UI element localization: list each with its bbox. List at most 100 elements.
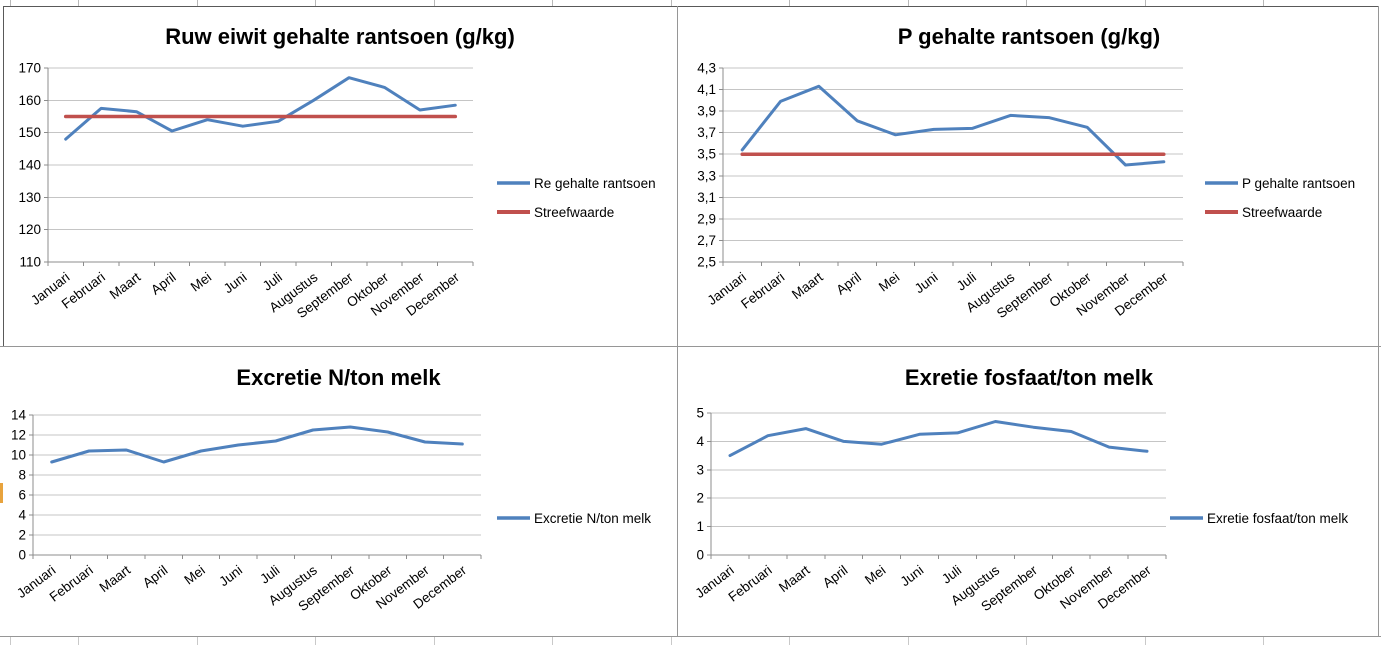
cell-column-line	[1263, 0, 1264, 6]
x-axis-label: Juli	[260, 269, 285, 293]
x-axis-label: April	[140, 562, 171, 590]
panel-border-bottom	[0, 636, 1381, 637]
cell-column-line	[315, 637, 316, 645]
y-axis-label: 3,7	[697, 125, 716, 140]
y-axis-label: 4	[18, 508, 26, 523]
x-axis-label: Maart	[107, 269, 144, 302]
y-axis-label: 4,3	[697, 61, 716, 76]
series-line-exretie-fosfaat[interactable]	[728, 420, 1149, 458]
x-axis-label: Juni	[221, 269, 250, 296]
chart-title: Excretie N/ton melk	[236, 365, 441, 390]
cell-column-line	[78, 0, 79, 6]
y-axis-label: 130	[18, 190, 41, 205]
y-axis-label: 2,7	[697, 233, 716, 248]
cell-column-line	[1263, 637, 1264, 645]
cell-column-line	[315, 0, 316, 6]
legend-label: P gehalte rantsoen	[1242, 176, 1355, 191]
cell-column-line	[10, 0, 11, 6]
x-axis-label: Maart	[789, 269, 826, 302]
y-axis-label: 3	[696, 462, 704, 477]
chart-p-gehalte: P gehalte rantsoen (g/kg) 2,5 2,7 2,9 3,1 3,3…	[697, 24, 1355, 321]
legend-label: Excretie N/ton melk	[534, 511, 651, 526]
y-axis-label: 2	[18, 528, 26, 543]
panel-border-right	[1378, 6, 1379, 636]
x-axis-label: April	[820, 562, 851, 590]
cell-column-line	[907, 0, 909, 6]
cell-column-line	[433, 637, 435, 645]
cell-column-line	[670, 637, 672, 645]
y-axis-label: 5	[696, 406, 704, 421]
row-accent-marker	[0, 483, 3, 503]
cell-column-line	[789, 637, 790, 645]
cell-column-line	[1026, 637, 1027, 645]
y-axis-label: 1	[696, 519, 704, 534]
y-axis-label: 2,9	[697, 211, 716, 226]
cell-column-line	[789, 0, 790, 6]
x-axis-label: Juli	[257, 562, 282, 586]
x-axis-label: Juni	[216, 562, 245, 589]
y-axis-label: 0	[696, 548, 704, 563]
x-axis-label: Juli	[954, 269, 979, 293]
panel-border-center-vertical	[677, 6, 678, 636]
x-axis-label: Februari	[725, 562, 774, 604]
x-axis-label: Maart	[776, 562, 813, 595]
y-axis-label: 0	[18, 548, 26, 563]
y-axis-label: 150	[18, 125, 41, 140]
cell-column-line	[78, 637, 79, 645]
legend-label: Streefwaarde	[1242, 205, 1322, 220]
x-axis-label: April	[833, 269, 864, 297]
x-axis-label: Maart	[97, 562, 134, 595]
y-axis-label: 3,5	[697, 147, 716, 162]
chart-panel-excretie-n[interactable]	[0, 347, 677, 636]
panel-border-top	[3, 6, 1379, 7]
x-axis-label: Juni	[898, 562, 927, 589]
y-axis-label: 4	[696, 434, 704, 449]
cell-column-line	[10, 637, 11, 645]
x-axis-label: April	[148, 269, 179, 297]
legend-label: Exretie fosfaat/ton melk	[1207, 511, 1348, 526]
y-axis-label: 3,1	[697, 190, 716, 205]
y-axis-label: 6	[18, 488, 26, 503]
chart-panel-ruw-eiwit[interactable]	[0, 6, 677, 346]
cell-column-line	[907, 637, 909, 645]
x-axis-label: Juni	[912, 269, 941, 296]
cell-column-line	[552, 637, 553, 645]
series-line-p-gehalte[interactable]	[740, 84, 1166, 167]
chart-title: P gehalte rantsoen (g/kg)	[898, 24, 1160, 49]
chart-ruw-eiwit: Ruw eiwit gehalte rantsoen (g/kg) 110 120 1…	[18, 24, 656, 321]
y-axis-label: 12	[11, 428, 26, 443]
cell-column-line	[196, 637, 198, 645]
chart-title: Ruw eiwit gehalte rantsoen (g/kg)	[165, 24, 515, 49]
series-line-excretie-n[interactable]	[50, 425, 464, 464]
panel-border-middle-horizontal	[0, 346, 1381, 347]
series-line-ruw-eiwit[interactable]	[64, 76, 457, 141]
y-axis-label: 170	[18, 61, 41, 76]
x-axis-label: Juli	[939, 562, 964, 586]
cell-column-line	[1144, 0, 1146, 6]
cell-column-line	[196, 0, 198, 6]
x-axis-label: Mei	[188, 269, 214, 294]
chart-panel-exretie-fosfaat[interactable]	[677, 347, 1381, 636]
cell-column-line	[1026, 0, 1027, 6]
panel-border-left	[3, 6, 4, 347]
y-axis-label: 2	[696, 491, 704, 506]
y-axis-label: 3,3	[697, 168, 716, 183]
cell-column-line	[670, 0, 672, 6]
y-axis-label: 140	[18, 158, 41, 173]
x-axis-label: Mei	[181, 562, 207, 587]
y-axis-label: 8	[18, 468, 26, 483]
y-axis-label: 160	[18, 93, 41, 108]
chart-exretie-fosfaat: Exretie fosfaat/ton melk012345JanuariFeb…	[692, 365, 1348, 614]
legend-label: Re gehalte rantsoen	[534, 176, 656, 191]
cell-column-line	[433, 0, 435, 6]
x-axis-label: Mei	[862, 562, 888, 587]
y-axis-label: 120	[18, 222, 41, 237]
y-axis-label: 2,5	[697, 255, 716, 270]
y-axis-label: 110	[19, 255, 41, 270]
legend-label: Streefwaarde	[534, 205, 614, 220]
y-axis-label: 14	[11, 408, 27, 423]
y-axis-label: 10	[11, 448, 26, 463]
chart-title: Exretie fosfaat/ton melk	[905, 365, 1154, 390]
cell-column-line	[1144, 637, 1146, 645]
